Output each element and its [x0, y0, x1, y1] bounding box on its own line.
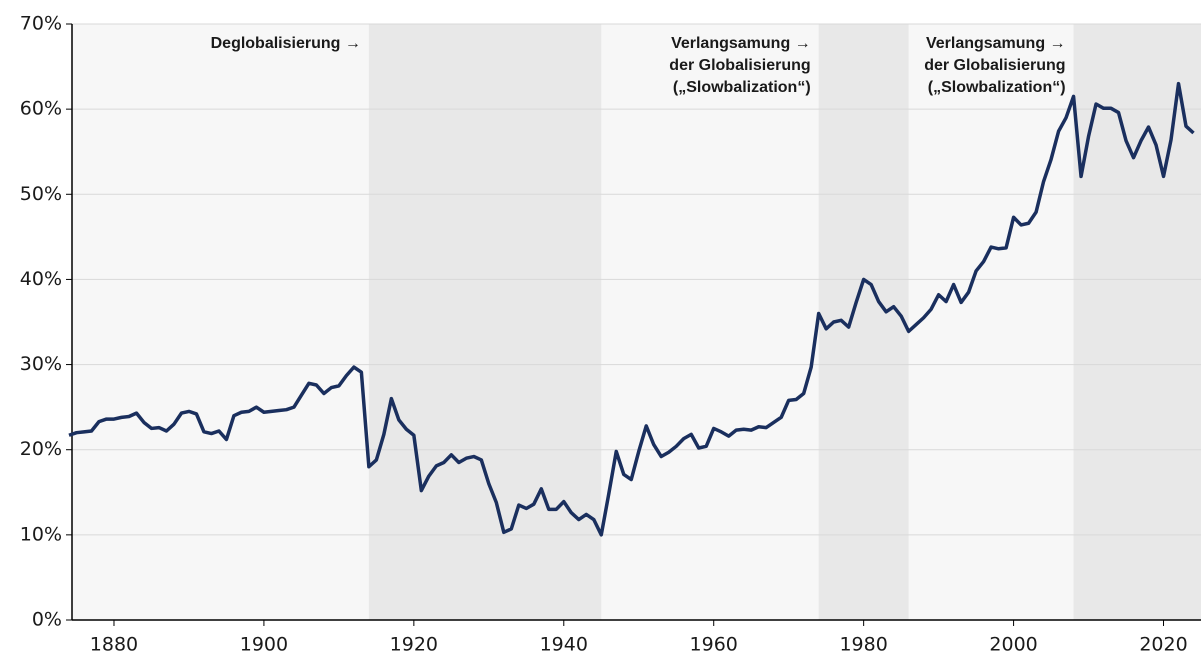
y-tick-label: 0%: [32, 609, 62, 631]
annotation: Verlangsamung →: [671, 35, 811, 52]
annotation: Verlangsamung →: [926, 35, 1066, 52]
annotation: („Slowbalization“): [673, 79, 811, 96]
x-tick-label: 2000: [989, 634, 1037, 656]
annotation: Deglobalisierung →: [211, 35, 361, 52]
x-tick-label: 1900: [240, 634, 288, 656]
x-tick-label: 1960: [690, 634, 738, 656]
y-tick-label: 60%: [20, 98, 62, 120]
annotation: der Globalisierung: [669, 57, 810, 74]
x-tick-label: 1920: [390, 634, 438, 656]
x-tick-label: 1880: [90, 634, 138, 656]
x-tick-label: 2020: [1139, 634, 1187, 656]
shaded-period: [368, 24, 602, 620]
data-line: [68, 81, 1195, 537]
annotation: („Slowbalization“): [928, 79, 1066, 96]
y-tick-label: 40%: [20, 268, 62, 290]
x-tick-label: 1940: [540, 634, 588, 656]
x-tick-label: 1980: [839, 634, 887, 656]
y-tick-label: 10%: [20, 523, 62, 545]
shaded-period: [1073, 24, 1201, 620]
plot-background: [72, 24, 1201, 620]
y-tick-label: 30%: [20, 353, 62, 375]
annotation: der Globalisierung: [924, 57, 1065, 74]
y-tick-label: 20%: [20, 438, 62, 460]
y-tick-label: 70%: [20, 13, 62, 35]
y-tick-label: 50%: [20, 183, 62, 205]
